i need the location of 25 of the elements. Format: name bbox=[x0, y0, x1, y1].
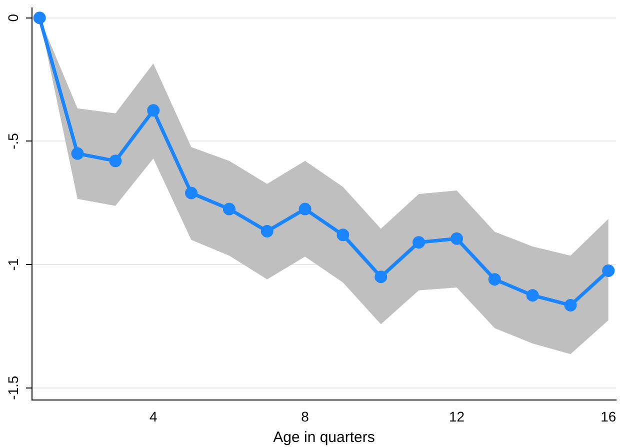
x-tick-label: 4 bbox=[149, 408, 158, 424]
point bbox=[450, 232, 463, 245]
point bbox=[412, 236, 426, 249]
x-tick-label: 8 bbox=[301, 408, 310, 424]
point bbox=[298, 202, 312, 216]
point bbox=[33, 12, 46, 24]
x-axis-title: Age in quarters bbox=[273, 429, 375, 446]
y-tick-label: -.5 bbox=[4, 132, 21, 150]
point bbox=[185, 186, 198, 200]
point bbox=[222, 202, 236, 216]
point bbox=[564, 298, 577, 312]
y-tick-label: 0 bbox=[4, 14, 21, 22]
x-tick-label: 16 bbox=[600, 408, 616, 424]
point bbox=[488, 273, 501, 286]
point bbox=[526, 289, 539, 302]
point bbox=[109, 154, 122, 168]
y-tick-label: -1 bbox=[4, 258, 21, 271]
point bbox=[147, 104, 160, 117]
point bbox=[260, 224, 274, 238]
y-tick-label: -1.5 bbox=[4, 376, 21, 400]
point bbox=[602, 264, 615, 277]
point bbox=[374, 270, 388, 284]
x-tick-label: 12 bbox=[448, 408, 465, 424]
point bbox=[71, 147, 84, 160]
point bbox=[336, 228, 350, 242]
